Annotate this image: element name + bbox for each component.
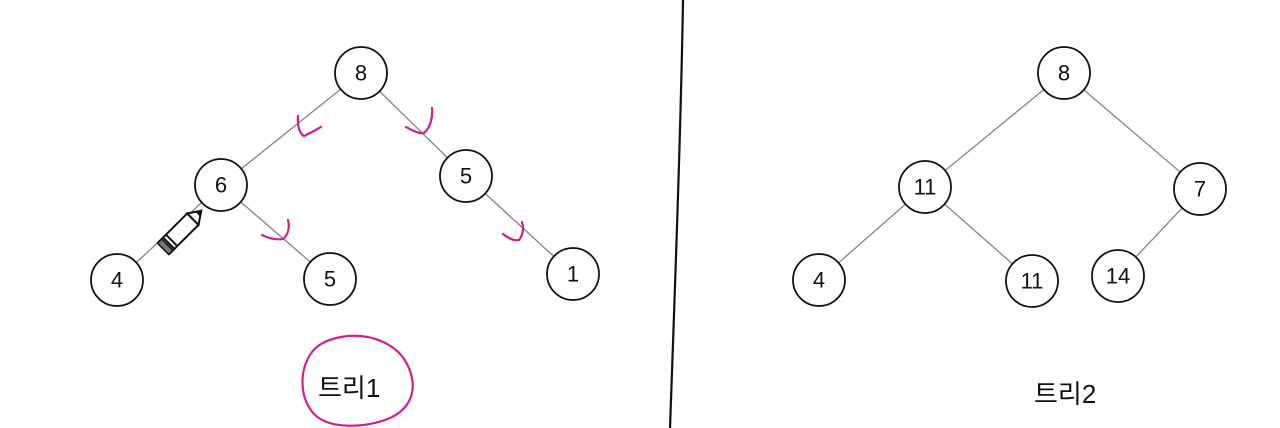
tree-edge (484, 193, 555, 257)
tree-edge (240, 201, 311, 263)
node-circle (439, 149, 493, 203)
node-label: 4 (813, 268, 825, 293)
tree-edge (944, 88, 1045, 172)
node-label: 5 (324, 267, 336, 292)
tree-edge (944, 203, 1013, 265)
node-label: 8 (355, 61, 367, 86)
tree-node: 8 (1037, 46, 1091, 100)
annotation-marks (260, 106, 525, 427)
node-circle (898, 160, 952, 214)
check-mark (404, 106, 434, 135)
node-circle (546, 247, 600, 301)
node-circle (1005, 254, 1059, 308)
tree-edge (1083, 89, 1181, 173)
tree2-title: 트리2 (1034, 379, 1097, 409)
node-circle (1091, 249, 1145, 303)
node-label: 14 (1106, 264, 1130, 289)
tree-node: 4 (90, 253, 144, 307)
tree-node: 8 (334, 46, 388, 100)
node-circle (334, 46, 388, 100)
node-label: 11 (914, 175, 937, 200)
tree-node: 14 (1091, 249, 1145, 303)
check-mark (501, 220, 525, 242)
check-mark (296, 114, 323, 138)
tree1-title: 트리1 (318, 373, 381, 403)
tree-node: 11 (1005, 254, 1059, 308)
node-label: 6 (215, 173, 227, 198)
tree-node: 5 (439, 149, 493, 203)
node-circle (1173, 162, 1227, 216)
node-circle (1037, 46, 1091, 100)
node-circle (90, 253, 144, 307)
title-circle-annotation (301, 334, 414, 427)
tree-node: 1 (546, 247, 600, 301)
node-circle (792, 253, 846, 307)
check-mark (260, 218, 290, 241)
tree-node: 4 (792, 253, 846, 307)
tree-edge (379, 90, 448, 159)
node-circle (194, 158, 248, 212)
tree-node: 11 (898, 160, 952, 214)
node-label: 5 (460, 164, 472, 189)
pencil-cursor-icon (156, 209, 203, 256)
tree-edge (240, 88, 342, 170)
node-circle (303, 252, 357, 306)
node-label: 4 (111, 268, 123, 293)
tree-edge (838, 203, 906, 264)
divider-line (668, 0, 685, 428)
tree-node: 5 (303, 252, 357, 306)
node-label: 7 (1194, 177, 1206, 202)
node-label: 11 (1021, 269, 1044, 294)
node-label: 8 (1058, 61, 1070, 86)
node-label: 1 (567, 262, 579, 287)
tree-edge (1135, 207, 1183, 258)
tree-node: 6 (194, 158, 248, 212)
tree-node: 7 (1173, 162, 1227, 216)
